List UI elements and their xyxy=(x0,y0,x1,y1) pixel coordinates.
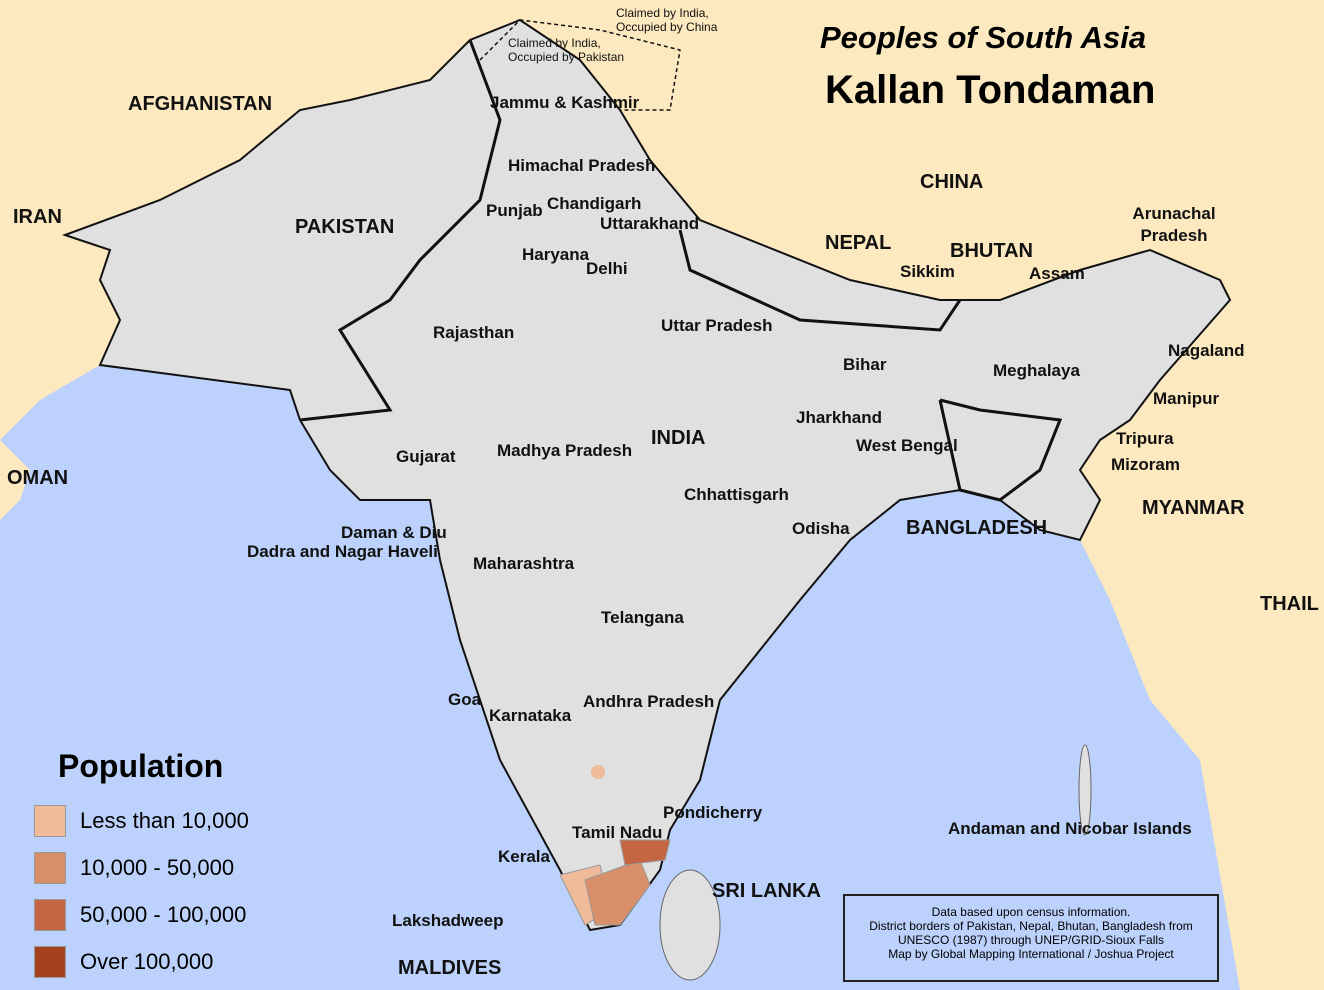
region-label: Meghalaya xyxy=(993,361,1080,380)
country-label: MALDIVES xyxy=(398,957,502,979)
region-label: Maharashtra xyxy=(473,554,575,573)
credits-box: Data based upon census information. Dist… xyxy=(843,894,1219,982)
region-label: Tamil Nadu xyxy=(572,823,663,842)
sri-lanka xyxy=(659,869,721,981)
legend-item: 50,000 - 100,000 xyxy=(30,891,249,938)
region-label: Daman & Diu xyxy=(341,523,447,542)
region-label: Chhattisgarh xyxy=(684,485,789,504)
disputed-border xyxy=(479,19,681,111)
region-label: Bihar xyxy=(843,355,887,374)
district-50000-100000 xyxy=(619,839,671,866)
country-label: INDIA xyxy=(651,427,706,449)
credit-line: Data based upon census information. xyxy=(931,905,1131,919)
region-label: West Bengal xyxy=(856,436,958,455)
map-title: Peoples of South Asia xyxy=(820,20,1147,55)
disputed-label-pakistan: Claimed by India, Occupied by Pakistan xyxy=(508,36,625,64)
region-label: Mizoram xyxy=(1111,455,1180,474)
region-label: Nagaland xyxy=(1168,341,1245,360)
south-asia-land xyxy=(61,18,1232,932)
country-label: AFGHANISTAN xyxy=(128,93,273,115)
legend-swatch xyxy=(34,804,66,837)
country-label: NEPAL xyxy=(825,232,892,254)
region-label: Jharkhand xyxy=(796,408,882,427)
nepal-border xyxy=(678,229,962,332)
legend-item: Less than 10,000 xyxy=(30,797,249,844)
india-pakistan-border xyxy=(299,39,502,422)
region-label: Manipur xyxy=(1153,389,1220,408)
region-label: Goa xyxy=(448,690,482,709)
map-subtitle: Kallan Tondaman xyxy=(825,68,1156,112)
oman-land xyxy=(0,440,30,520)
region-label: Telangana xyxy=(601,608,684,627)
legend-swatch xyxy=(34,851,66,884)
region-label: Tripura xyxy=(1116,429,1174,448)
legend-label: 10,000 - 50,000 xyxy=(80,854,235,880)
region-label: Chandigarh xyxy=(547,194,642,213)
region-label: Dadra and Nagar Haveli xyxy=(247,542,438,561)
legend: Population Less than 10,000 10,000 - 50,… xyxy=(30,748,249,985)
credit-line: District borders of Pakistan, Nepal, Bhu… xyxy=(869,919,1193,933)
country-label: PAKISTAN xyxy=(295,216,395,238)
region-label: Karnataka xyxy=(489,706,572,725)
legend-item: 10,000 - 50,000 xyxy=(30,844,249,891)
region-label: Sikkim xyxy=(900,262,955,281)
region-label: Madhya Pradesh xyxy=(497,441,633,460)
legend-label: Less than 10,000 xyxy=(80,807,249,833)
region-label: Kerala xyxy=(498,847,550,866)
region-label: Uttarakhand xyxy=(600,214,700,233)
country-label: BHUTAN xyxy=(950,240,1033,262)
region-label: Rajasthan xyxy=(433,323,515,342)
region-label: Andhra Pradesh xyxy=(583,692,715,711)
country-label: SRI LANKA xyxy=(712,880,821,902)
region-label: Pondicherry xyxy=(663,803,763,822)
disputed-label-china: Claimed by India, Occupied by China xyxy=(616,6,718,34)
bangladesh-border xyxy=(938,398,1063,502)
country-label: CHINA xyxy=(920,171,984,193)
region-label: Delhi xyxy=(586,259,628,278)
legend-label: 50,000 - 100,000 xyxy=(80,901,247,927)
legend-swatch xyxy=(34,945,66,978)
region-label: Uttar Pradesh xyxy=(661,316,773,335)
region-label: Haryana xyxy=(522,245,590,264)
country-label: BANGLADESH xyxy=(906,517,1048,539)
district-small xyxy=(591,765,605,779)
country-label: IRAN xyxy=(13,206,62,228)
legend-swatch xyxy=(34,898,66,931)
region-label: Jammu & Kashmir xyxy=(490,93,640,112)
region-label: Andaman and Nicobar Islands xyxy=(948,819,1192,838)
country-label: THAIL xyxy=(1260,593,1319,615)
legend-label: Over 100,000 xyxy=(80,948,214,974)
region-label: Lakshadweep xyxy=(392,911,504,930)
country-label: MYANMAR xyxy=(1142,497,1245,519)
region-label: Gujarat xyxy=(396,447,456,466)
region-label: Arunachal Pradesh xyxy=(1132,204,1216,245)
sea xyxy=(0,365,1240,990)
credit-line: Map by Global Mapping International / Jo… xyxy=(888,947,1174,961)
legend-item: Over 100,000 xyxy=(30,938,249,985)
region-label: Odisha xyxy=(792,519,850,538)
andaman-islands xyxy=(1078,744,1092,836)
legend-title: Population xyxy=(58,748,224,784)
country-label: OMAN xyxy=(7,467,69,489)
region-label: Himachal Pradesh xyxy=(508,156,656,175)
region-label: Punjab xyxy=(486,201,543,220)
region-label: Assam xyxy=(1029,264,1085,283)
credit-line: UNESCO (1987) through UNEP/GRID-Sioux Fa… xyxy=(897,933,1165,947)
